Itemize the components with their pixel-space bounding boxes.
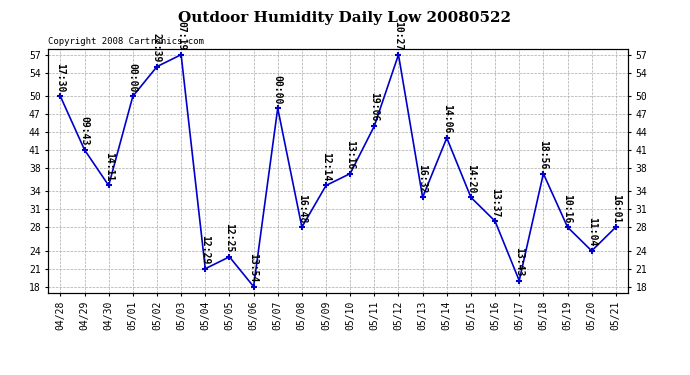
Text: 07:19: 07:19: [176, 21, 186, 51]
Text: 10:16: 10:16: [562, 194, 573, 223]
Text: 13:54: 13:54: [248, 253, 259, 282]
Text: 13:43: 13:43: [514, 247, 524, 276]
Text: 14:11: 14:11: [104, 152, 114, 182]
Text: 13:37: 13:37: [490, 188, 500, 217]
Text: 00:00: 00:00: [273, 75, 283, 104]
Text: 14:06: 14:06: [442, 104, 452, 134]
Text: Copyright 2008 Cartronics.com: Copyright 2008 Cartronics.com: [48, 38, 204, 46]
Text: 16:48: 16:48: [297, 194, 307, 223]
Text: 16:01: 16:01: [611, 194, 621, 223]
Text: 16:32: 16:32: [417, 164, 428, 193]
Text: 19:06: 19:06: [369, 93, 380, 122]
Text: 09:43: 09:43: [79, 116, 90, 146]
Text: 12:29: 12:29: [200, 235, 210, 264]
Text: 12:14: 12:14: [321, 152, 331, 182]
Text: 22:39: 22:39: [152, 33, 162, 62]
Text: 18:56: 18:56: [538, 140, 549, 170]
Text: Outdoor Humidity Daily Low 20080522: Outdoor Humidity Daily Low 20080522: [179, 11, 511, 25]
Text: 14:20: 14:20: [466, 164, 476, 193]
Text: 17:30: 17:30: [55, 63, 66, 92]
Text: 13:16: 13:16: [345, 140, 355, 170]
Text: 00:00: 00:00: [128, 63, 138, 92]
Text: 11:04: 11:04: [586, 217, 597, 247]
Text: 12:25: 12:25: [224, 223, 235, 253]
Text: 10:27: 10:27: [393, 21, 404, 51]
